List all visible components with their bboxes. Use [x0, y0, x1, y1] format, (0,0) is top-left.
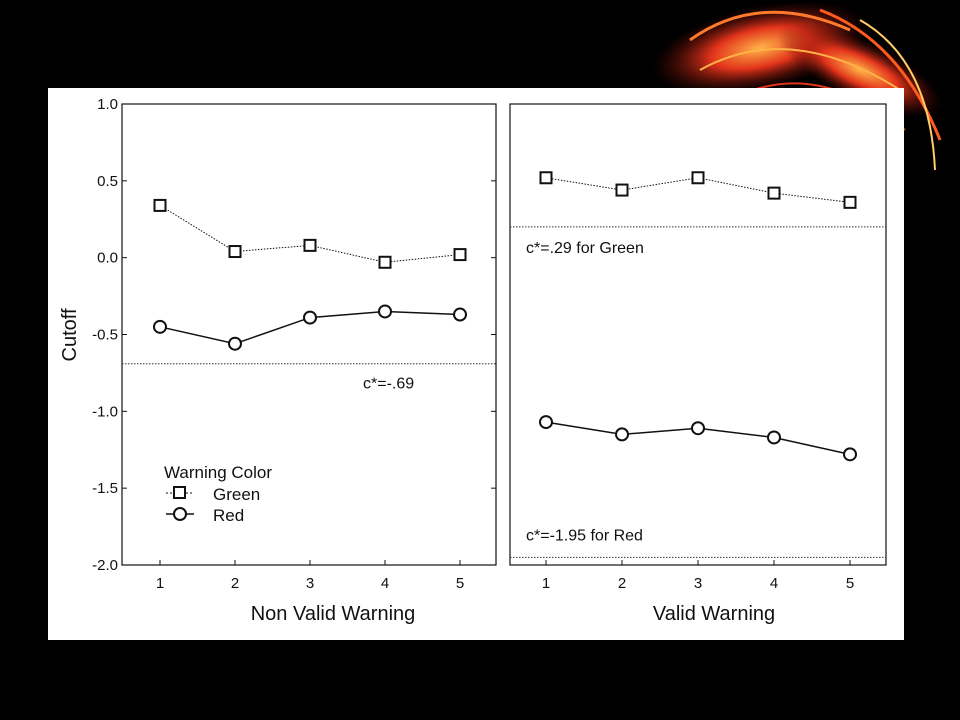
data-point-green [767, 186, 781, 200]
x-tick-label: 1 [156, 575, 164, 592]
legend-square-marker [173, 486, 186, 499]
x-tick-label: 2 [618, 575, 626, 592]
data-point-red [453, 307, 467, 322]
data-point-red [691, 421, 705, 436]
x-tick-label: 5 [846, 575, 854, 592]
x-tick-label: 1 [542, 575, 550, 592]
data-point-green [539, 171, 553, 185]
x-tick-label: 2 [231, 575, 239, 592]
x-tick-label: 3 [306, 575, 314, 592]
data-point-green [303, 238, 317, 252]
data-point-green [843, 195, 857, 209]
data-point-red [378, 304, 392, 319]
x-tick-label: 3 [694, 575, 702, 592]
y-tick-label: -1.0 [92, 403, 118, 420]
data-point-red [303, 310, 317, 325]
data-point-red [767, 430, 781, 445]
x-axis-label-right: Valid Warning [653, 603, 775, 625]
y-tick-label: 0.5 [97, 173, 118, 190]
data-point-red [228, 336, 242, 351]
data-point-green [378, 255, 392, 269]
data-point-red [153, 319, 167, 334]
y-tick-label: -0.5 [92, 327, 118, 344]
legend-title: Warning Color [164, 463, 272, 482]
data-point-green [615, 183, 629, 197]
x-axis-label-left: Non Valid Warning [251, 603, 416, 625]
y-tick-label: 0.0 [97, 250, 118, 267]
x-tick-label: 4 [381, 575, 389, 592]
data-point-green [453, 248, 467, 262]
criterion-label: c*=-.69 [363, 376, 414, 393]
y-tick-label: 1.0 [97, 96, 118, 113]
x-tick-label: 5 [456, 575, 464, 592]
legend-item-red: Red [213, 506, 244, 525]
x-tick-label: 4 [770, 575, 778, 592]
y-axis-label: Cutoff [59, 308, 81, 361]
y-tick-label: -2.0 [92, 557, 118, 574]
criterion-label: c*=-1.95 for Red [526, 527, 643, 544]
y-tick-label: -1.5 [92, 480, 118, 497]
legend-circle-marker [173, 507, 187, 521]
data-point-green [153, 198, 167, 212]
data-point-red [539, 415, 553, 430]
data-point-green [691, 171, 705, 185]
data-point-green [228, 245, 242, 259]
chart-panel-valid: 1 2 3 4 5 c*=.29 for Green c*=-1.95 for Red V… [509, 103, 887, 625]
data-point-red [615, 427, 629, 442]
legend-item-green: Green [213, 485, 260, 504]
data-point-red [843, 447, 857, 462]
legend: Warning Color Green Red [164, 463, 272, 525]
criterion-label: c*=.29 for Green [526, 240, 644, 257]
